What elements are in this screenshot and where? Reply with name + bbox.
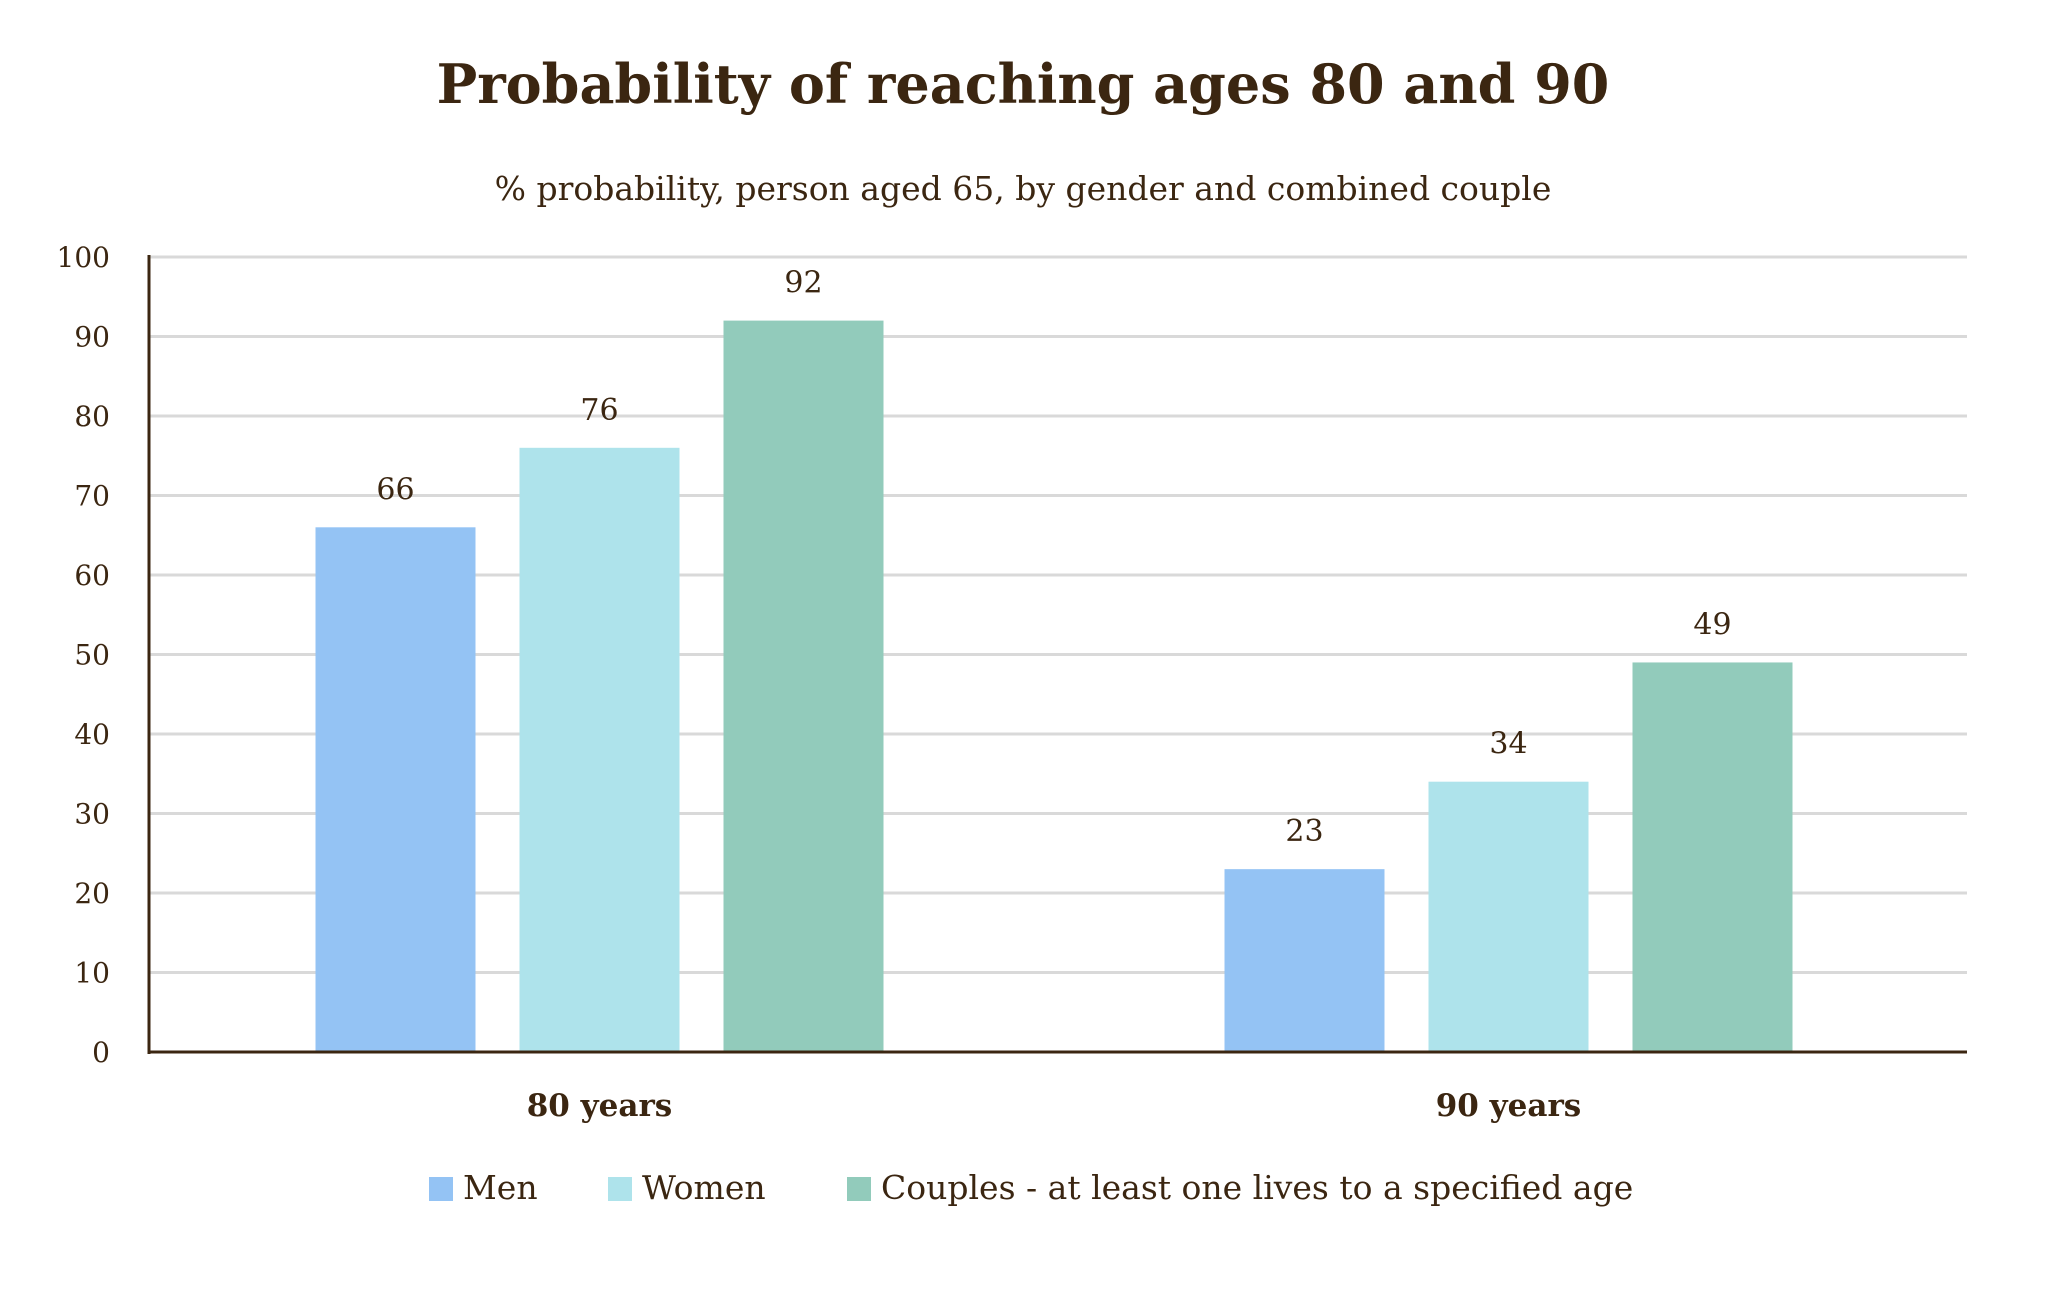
y-tick-label: 100 (57, 241, 110, 274)
legend-item: Couples - at least one lives to a specif… (847, 1168, 1633, 1207)
legend: Men Women Couples - at least one lives to … (429, 1168, 1633, 1207)
y-tick-label: 80 (74, 400, 110, 433)
data-labels: 66 76 92 23 34 49 (376, 266, 1731, 850)
legend-swatch (847, 1177, 871, 1201)
x-category-label: 80 years (527, 1088, 673, 1124)
data-label: 34 (1489, 727, 1527, 762)
x-axis-categories: 80 years 90 years (527, 1088, 1582, 1124)
y-axis-ticks: 0 10 20 30 40 50 60 70 80 90 100 (57, 241, 110, 1069)
bar-women (519, 447, 680, 1051)
legend-label: Women (642, 1168, 766, 1207)
bar-couples (723, 320, 884, 1051)
legend-item: Women (608, 1168, 766, 1207)
y-tick-label: 20 (74, 877, 110, 910)
bar-men (315, 527, 476, 1051)
legend-label: Couples - at least one lives to a specif… (881, 1168, 1633, 1207)
bars (315, 320, 1793, 1051)
legend-swatch (608, 1177, 632, 1201)
legend-label: Men (463, 1168, 538, 1207)
bar-men (1224, 869, 1385, 1051)
y-tick-label: 90 (74, 321, 110, 354)
data-label: 23 (1285, 814, 1323, 849)
legend-swatch (429, 1177, 453, 1201)
data-label: 49 (1693, 607, 1731, 642)
chart-title: Probability of reaching ages 80 and 90 (437, 52, 1610, 116)
y-tick-label: 70 (74, 480, 110, 513)
axes (147, 255, 1967, 1054)
y-tick-label: 50 (74, 639, 110, 672)
bar-couples (1632, 662, 1793, 1051)
chart-subtitle: % probability, person aged 65, by gender… (495, 169, 1552, 208)
data-label: 92 (784, 266, 822, 301)
y-tick-label: 0 (92, 1036, 110, 1069)
y-tick-label: 30 (74, 798, 110, 831)
y-tick-label: 10 (74, 957, 110, 990)
data-label: 76 (580, 393, 618, 428)
y-tick-label: 40 (74, 718, 110, 751)
x-category-label: 90 years (1436, 1088, 1582, 1124)
y-tick-label: 60 (74, 559, 110, 592)
legend-item: Men (429, 1168, 538, 1207)
data-label: 66 (376, 472, 414, 507)
bar-women (1428, 781, 1589, 1051)
